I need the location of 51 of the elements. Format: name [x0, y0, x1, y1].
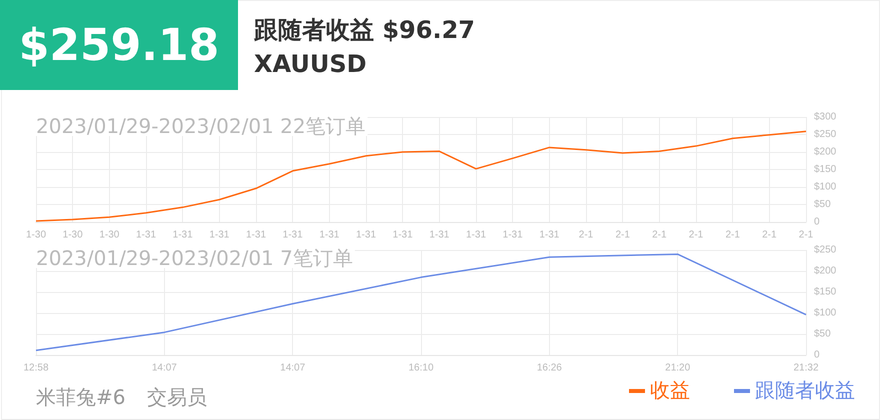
text: 跟随者收益 $96.27: [254, 15, 475, 46]
x-tick-label: 1-31: [282, 230, 304, 240]
x-tick-label: 1-31: [502, 230, 524, 240]
chart-title: 2023/01/29-2023/02/01 7笔订单: [36, 246, 353, 270]
y-tick-label: 0: [814, 216, 820, 228]
x-tick-label: 1-31: [172, 230, 194, 240]
x-tick-label: 1-31: [209, 230, 230, 240]
legend-label: 收益: [650, 380, 690, 402]
y-tick-label: $100: [814, 182, 837, 192]
y-tick-label: $250: [814, 129, 837, 140]
x-tick-label: 2-1: [798, 230, 814, 240]
x-tick-label: 2-1: [725, 230, 740, 240]
legend-label: 跟随者收益: [755, 380, 855, 402]
x-tick-label: 1-30: [62, 230, 84, 240]
text: XAUUSD: [254, 50, 367, 78]
y-tick-label: $300: [814, 112, 837, 122]
x-tick-label: 2-1: [762, 230, 777, 240]
x-tick-label: 2-1: [688, 230, 704, 240]
x-tick-label: 1-31: [429, 230, 450, 240]
x-tick-label: 1-31: [392, 230, 414, 240]
x-tick-label: 16:26: [536, 362, 562, 374]
x-tick-label: 1-31: [246, 230, 266, 240]
x-tick-label: 2-1: [652, 230, 667, 240]
y-tick-label: $50: [814, 199, 832, 210]
x-tick-label: 2-1: [615, 230, 630, 240]
x-tick-label: 1-31: [466, 230, 486, 240]
y-tick-label: $100: [814, 308, 837, 318]
x-tick-label: 2-1: [578, 230, 594, 240]
text: 米菲兔#6: [36, 384, 126, 411]
y-tick-label: $250: [814, 244, 837, 256]
chart-title: 2023/01/29-2023/02/01 22笔订单: [36, 114, 366, 138]
x-tick-label: 21:20: [665, 362, 691, 374]
x-tick-label: 1-30: [99, 230, 120, 240]
y-tick-label: $150: [814, 286, 837, 298]
y-tick-label: $200: [814, 146, 837, 158]
text: 交易员: [147, 384, 207, 411]
x-tick-label: 14:07: [152, 362, 178, 374]
x-tick-label: 12:58: [23, 362, 49, 374]
y-tick-label: $200: [814, 266, 837, 276]
x-tick-label: 1-31: [136, 230, 156, 240]
x-tick-label: 21:32: [793, 362, 819, 374]
x-tick-label: 1-31: [319, 230, 340, 240]
y-tick-label: $50: [814, 328, 832, 340]
y-tick-label: 0: [814, 350, 820, 360]
x-tick-label: 16:10: [408, 362, 434, 374]
x-tick-label: 1-31: [356, 230, 376, 240]
text: $259.18: [0, 0, 238, 90]
x-tick-label: 14:07: [280, 362, 306, 374]
y-tick-label: $150: [814, 164, 837, 175]
x-tick-label: 1-31: [539, 230, 560, 240]
x-tick-label: 1-30: [26, 230, 46, 240]
